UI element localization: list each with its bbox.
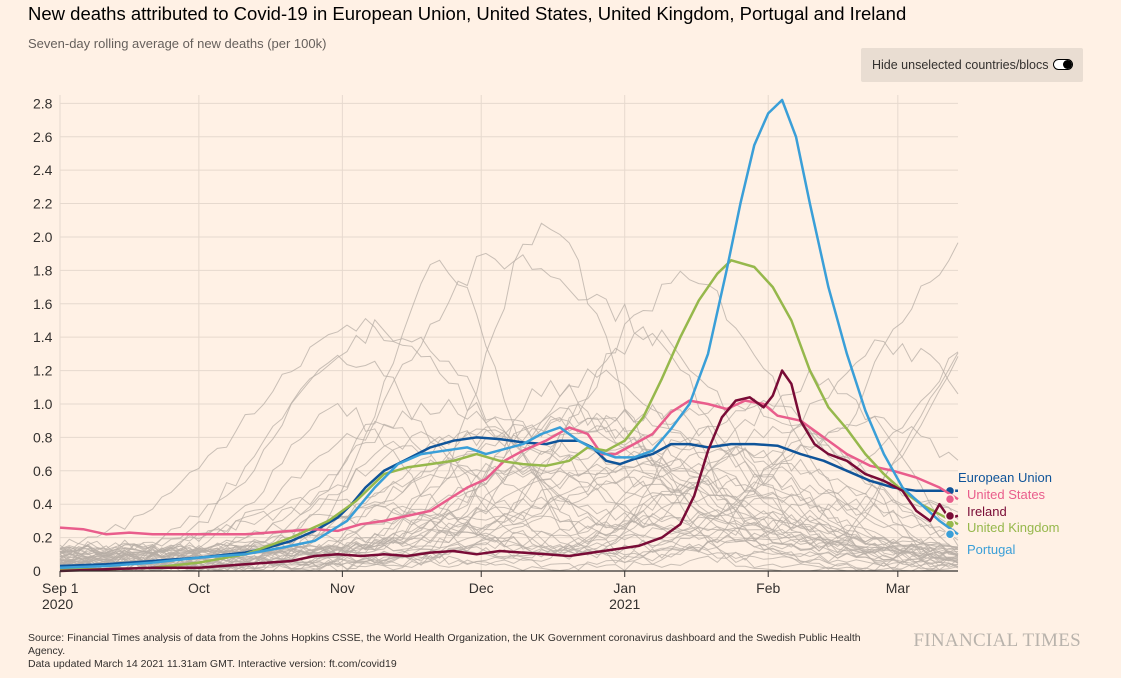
x-tick-year: 2021 <box>609 596 640 612</box>
background-country-line <box>59 471 959 560</box>
series-line-ireland[interactable] <box>59 369 959 573</box>
y-tick-label: 0.4 <box>33 496 53 512</box>
background-country-line <box>59 318 959 559</box>
y-tick-label: 2.0 <box>33 229 53 245</box>
line-chart: 0 0.2 0.4 0.6 0.8 1.0 1.2 1.4 1.6 1.8 2.0 2.2 2.4 2.6… <box>33 95 1060 612</box>
end-label-portugal: Portugal <box>967 542 1016 557</box>
end-labels: European Union United States IrelandUnited… <box>958 470 1060 557</box>
y-tick-label: 0.8 <box>33 429 53 445</box>
y-tick-label: 1.6 <box>33 296 53 312</box>
x-tick-label: Mar <box>886 580 910 596</box>
background-country-line <box>59 339 959 568</box>
y-tick-label: 1.0 <box>33 396 53 412</box>
toggle-knob <box>1063 59 1072 69</box>
y-tick-label: 2.4 <box>33 162 53 178</box>
end-label-eu: European Union <box>958 470 1052 485</box>
background-country-line <box>59 416 959 553</box>
series-endpoint-portugal[interactable] <box>944 529 956 540</box>
background-country-line <box>59 354 959 556</box>
background-country-line <box>59 259 959 572</box>
background-country-line <box>60 222 959 556</box>
y-tick-label: 1.8 <box>33 262 53 278</box>
background-country-line <box>59 444 959 565</box>
chart-title: New deaths attributed to Covid-19 in Eur… <box>28 3 907 24</box>
x-tick-label: Oct <box>188 580 210 596</box>
source-note: Source: Financial Times analysis of data… <box>28 632 861 657</box>
hide-unselected-label: Hide unselected countries/blocs <box>872 58 1049 72</box>
ft-logo: FINANCIAL TIMES <box>913 630 1081 651</box>
series-endpoint-ireland[interactable] <box>944 510 956 522</box>
y-tick-label: 0.2 <box>33 530 53 546</box>
updated-note[interactable]: Data updated March 14 2021 11.31am GMT. … <box>28 658 397 670</box>
y-tick-label: 2.2 <box>33 196 53 212</box>
x-tick-year: 2020 <box>42 596 73 612</box>
y-tick-label: 2.6 <box>33 129 53 145</box>
end-label-ireland: Ireland <box>967 504 1007 519</box>
x-tick-label: Feb <box>756 580 780 596</box>
x-tick-label: Sep 1 <box>42 580 79 596</box>
series-line-portugal[interactable] <box>59 98 959 569</box>
axes: 0 0.2 0.4 0.6 0.8 1.0 1.2 1.4 1.6 1.8 2.0 2.2 2.4 2.6… <box>33 95 958 612</box>
background-country-line <box>59 352 959 555</box>
y-tick-label: 1.4 <box>33 329 53 345</box>
end-label-uk: United Kingdom <box>967 520 1060 535</box>
y-tick-label: 1.2 <box>33 363 53 379</box>
background-country-line <box>59 422 959 563</box>
x-tick-label: Nov <box>330 580 355 596</box>
series-line-uk[interactable] <box>60 259 959 571</box>
x-tick-label: Jan <box>613 580 636 596</box>
highlighted-series-lines <box>59 98 959 573</box>
toggle-switch-icon[interactable] <box>1053 59 1073 70</box>
gridlines <box>59 95 958 572</box>
hide-unselected-toggle[interactable]: Hide unselected countries/blocs <box>861 48 1083 82</box>
background-country-line <box>59 462 959 565</box>
background-country-line <box>59 379 959 568</box>
footer: Source: Financial Times analysis of data… <box>28 632 888 671</box>
series-line-eu[interactable] <box>59 436 958 568</box>
chart-subtitle: Seven-day rolling average of new deaths … <box>28 36 327 51</box>
y-tick-label: 0 <box>33 563 41 579</box>
series-line-us[interactable] <box>59 399 959 536</box>
series-endpoint-us[interactable] <box>944 493 956 505</box>
y-tick-label: 0.6 <box>33 463 53 479</box>
end-label-us: United States <box>967 487 1046 502</box>
y-tick-label: 2.8 <box>33 95 53 111</box>
x-tick-label: Dec <box>469 580 494 596</box>
